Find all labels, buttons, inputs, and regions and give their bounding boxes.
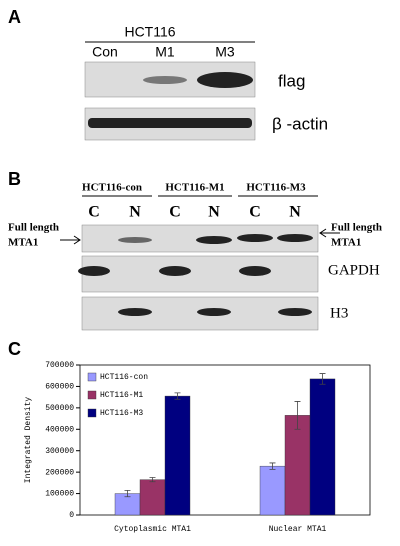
- row-label: β -actin: [272, 114, 328, 133]
- y-tick-label: 100000: [45, 490, 74, 499]
- panel-label: C: [8, 339, 21, 359]
- blot-header: HCT116: [124, 24, 175, 40]
- bar: [164, 395, 191, 516]
- bar: [284, 415, 311, 516]
- x-tick-label: Cytoplasmic MTA1: [114, 525, 191, 534]
- band: [239, 266, 271, 276]
- bar: [139, 479, 166, 516]
- y-axis-title: Integrated Density: [24, 397, 33, 484]
- legend-label: HCT116-con: [100, 373, 148, 382]
- fraction-label: C: [249, 204, 261, 221]
- lane-label: Con: [92, 44, 118, 60]
- row-label: H3: [330, 305, 348, 321]
- band-label: Full length: [8, 222, 59, 234]
- fraction-label: N: [129, 204, 141, 221]
- band: [278, 308, 312, 316]
- fraction-label: N: [289, 204, 301, 221]
- y-tick-label: 700000: [45, 361, 74, 370]
- band: [78, 266, 110, 276]
- band: [197, 308, 231, 316]
- arrow: [319, 228, 340, 238]
- fraction-label: N: [208, 204, 220, 221]
- band: [118, 237, 152, 243]
- y-tick-label: 0: [69, 511, 74, 520]
- legend-swatch: [87, 390, 97, 400]
- row-label: GAPDH: [328, 262, 380, 278]
- legend-swatch: [87, 372, 97, 382]
- band: [159, 266, 191, 276]
- band: [118, 308, 152, 316]
- band-label: MTA1: [331, 237, 361, 249]
- row-label: flag: [278, 71, 305, 90]
- fraction-label: C: [88, 204, 100, 221]
- arrow: [60, 235, 81, 245]
- y-tick-label: 600000: [45, 383, 74, 392]
- band: [88, 118, 252, 128]
- bar: [259, 465, 286, 516]
- panel-label: B: [8, 169, 21, 189]
- y-tick-label: 400000: [45, 425, 74, 434]
- bar: [309, 378, 336, 516]
- y-tick-label: 300000: [45, 447, 74, 456]
- chart: Integrated Density 0 100000 200000 300000 40…: [24, 361, 371, 534]
- fraction-label: C: [169, 204, 181, 221]
- error-bar: [319, 373, 326, 385]
- band-label: MTA1: [8, 237, 38, 249]
- error-bar: [294, 401, 301, 430]
- legend-label: HCT116-M3: [100, 409, 143, 418]
- band: [143, 76, 187, 84]
- group-label: HCT116-con: [82, 182, 142, 194]
- lane-label: M1: [155, 44, 175, 60]
- error-bar: [124, 489, 131, 498]
- y-tick-label: 200000: [45, 468, 74, 477]
- band-label: Full length: [331, 222, 382, 234]
- lane-label: M3: [215, 44, 235, 60]
- band: [196, 236, 232, 244]
- group-label: HCT116-M3: [246, 182, 306, 194]
- error-bar: [149, 477, 156, 483]
- band: [277, 234, 313, 242]
- y-tick-label: 500000: [45, 404, 74, 413]
- legend-label: HCT116-M1: [100, 391, 143, 400]
- x-tick-label: Nuclear MTA1: [269, 525, 327, 534]
- blot: [81, 255, 319, 293]
- band: [237, 234, 273, 242]
- error-bar: [174, 392, 181, 400]
- group-label: HCT116-M1: [165, 182, 224, 194]
- panel-label: A: [8, 7, 21, 27]
- plot-frame: [79, 364, 371, 516]
- error-bar: [269, 462, 276, 470]
- band: [197, 72, 253, 88]
- legend-swatch: [87, 408, 97, 418]
